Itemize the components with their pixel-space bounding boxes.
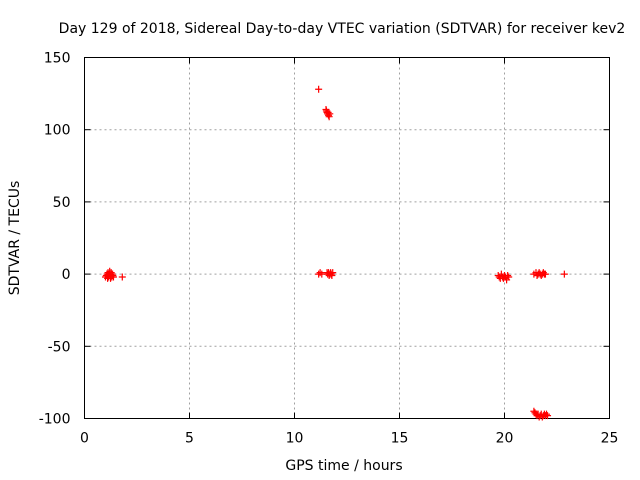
y-tick-label: -50 bbox=[48, 339, 71, 355]
y-tick-label: 50 bbox=[53, 195, 71, 211]
grid bbox=[84, 57, 610, 419]
data-point bbox=[329, 269, 337, 277]
x-tick-label: 0 bbox=[80, 431, 89, 447]
x-tick-label: 20 bbox=[496, 431, 514, 447]
data-point bbox=[318, 270, 326, 278]
data-point bbox=[109, 272, 117, 280]
y-tick-label: 0 bbox=[62, 267, 71, 283]
data-point bbox=[325, 111, 333, 119]
data-point bbox=[543, 410, 550, 418]
y-tick-label: -100 bbox=[39, 412, 71, 428]
data-point bbox=[544, 412, 552, 420]
axis-ticks: 0 5 10 15 20 25 -100 -50 0 50 100 150 bbox=[39, 51, 619, 447]
plot-frame bbox=[84, 57, 610, 419]
x-axis-label: GPS time / hours bbox=[285, 458, 402, 474]
data-point bbox=[109, 273, 117, 281]
x-tick-label: 25 bbox=[601, 431, 619, 447]
data-point bbox=[315, 85, 323, 93]
data-point bbox=[326, 110, 334, 118]
data-point bbox=[118, 273, 126, 281]
data-point bbox=[560, 270, 568, 278]
data-points bbox=[102, 85, 568, 421]
data-point bbox=[541, 270, 549, 278]
chart-title: Day 129 of 2018, Sidereal Day-to-day VTE… bbox=[59, 21, 626, 37]
x-tick-label: 15 bbox=[391, 431, 409, 447]
data-point bbox=[505, 273, 513, 281]
y-tick-label: 100 bbox=[44, 123, 71, 139]
x-tick-label: 10 bbox=[286, 431, 304, 447]
x-tick-label: 5 bbox=[185, 431, 194, 447]
data-point bbox=[327, 270, 335, 278]
y-tick-label: 150 bbox=[44, 51, 71, 67]
data-point bbox=[504, 272, 512, 280]
data-point bbox=[316, 269, 324, 277]
y-axis-label: SDTVAR / TECUs bbox=[7, 181, 23, 296]
